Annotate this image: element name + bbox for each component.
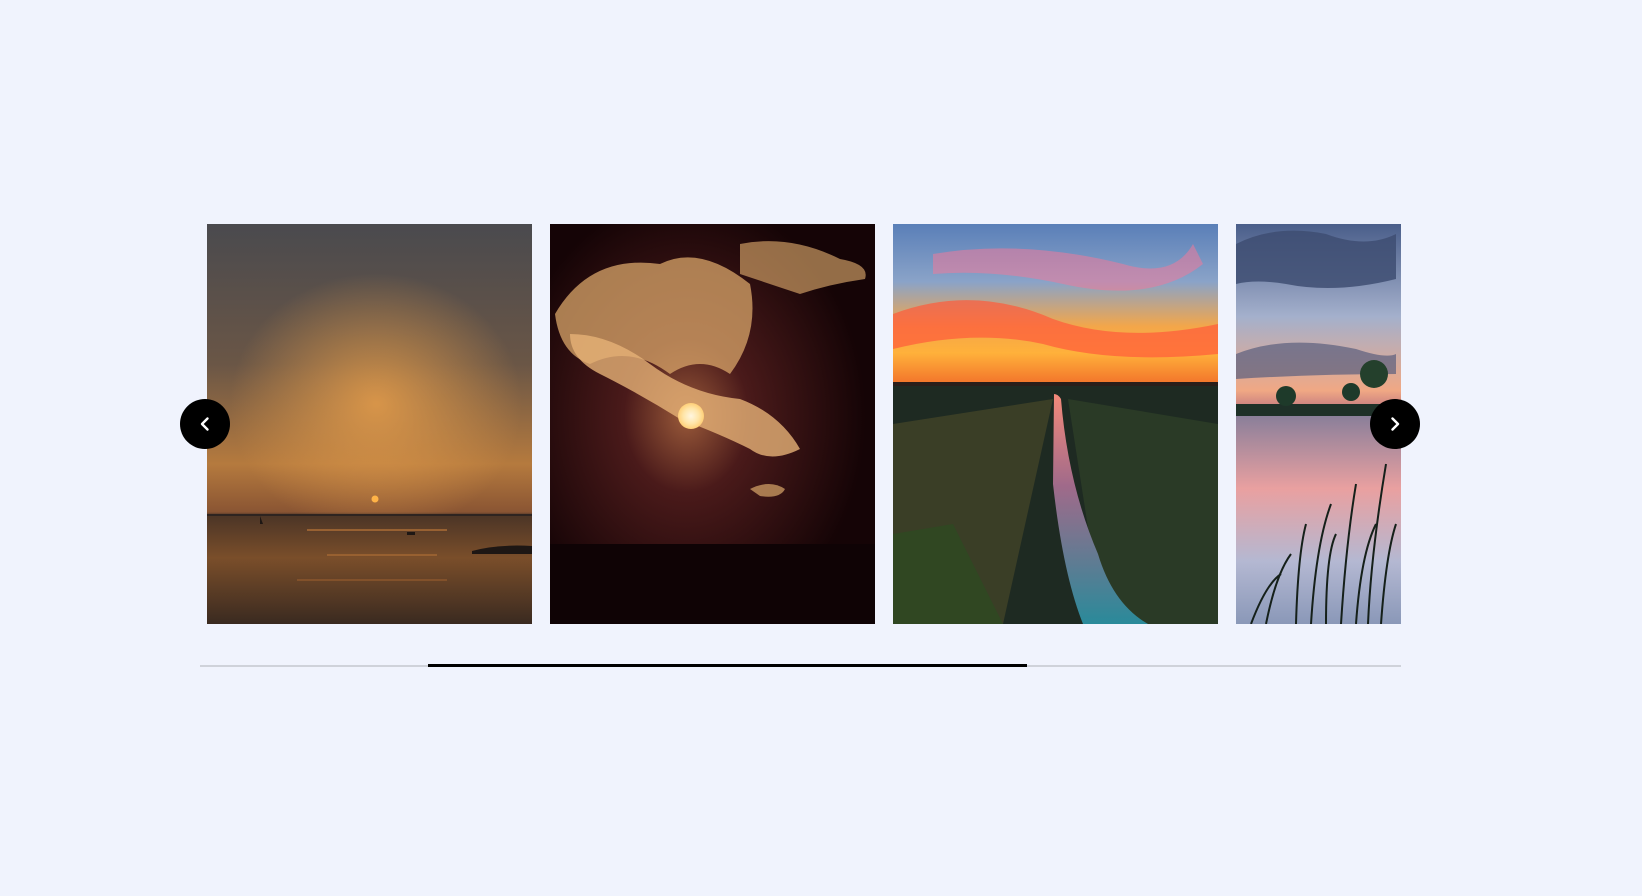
carousel-viewport[interactable] — [207, 224, 1401, 624]
carousel-slide-2[interactable] — [550, 224, 875, 624]
chevron-right-icon — [1391, 417, 1400, 431]
carousel-slide-4[interactable] — [1236, 224, 1401, 624]
chevron-left-icon — [200, 417, 209, 431]
slide-track — [207, 224, 1401, 624]
carousel-progress-thumb[interactable] — [428, 664, 1027, 667]
carousel-next-button[interactable] — [1370, 399, 1420, 449]
sunset-over-sea-photo — [207, 224, 532, 624]
carousel-prev-button[interactable] — [180, 399, 230, 449]
carousel-progress-track[interactable] — [200, 664, 1401, 667]
sun-behind-clouds-photo — [550, 224, 875, 624]
sunset-lake-reeds-photo — [1236, 224, 1401, 624]
carousel-slide-3[interactable] — [893, 224, 1218, 624]
carousel-slide-1[interactable] — [207, 224, 532, 624]
sunset-canal-photo — [893, 224, 1218, 624]
